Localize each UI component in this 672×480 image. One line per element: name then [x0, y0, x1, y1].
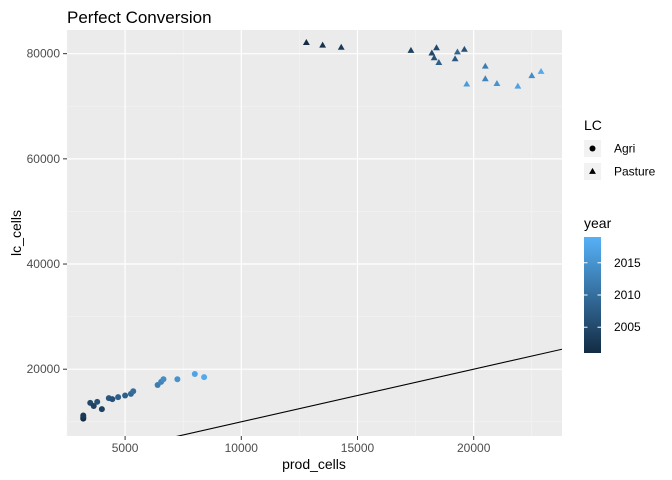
- legend-triangle-icon: [589, 167, 596, 174]
- agri-point: [122, 392, 129, 399]
- pasture-point: [463, 80, 471, 87]
- colorbar: [584, 237, 601, 353]
- pasture-point: [302, 39, 310, 45]
- agri-point: [115, 394, 122, 401]
- y-axis-title: lc_cells: [8, 210, 24, 256]
- x-tick-label: 20000: [457, 441, 491, 455]
- agri-point: [191, 370, 198, 377]
- pasture-point: [451, 55, 459, 62]
- pasture-point: [435, 59, 443, 65]
- y-tick-label: 60000: [27, 152, 61, 166]
- minor-gridlines: [66, 30, 562, 436]
- pasture-point: [337, 43, 345, 50]
- shape-legend-title: LC: [584, 117, 602, 133]
- agri-point: [160, 376, 167, 383]
- agri-point: [94, 398, 101, 405]
- color-legend-title: year: [584, 215, 612, 231]
- agri-point: [90, 403, 97, 410]
- data-points: [80, 39, 545, 422]
- pasture-point: [433, 44, 440, 51]
- pasture-point: [481, 62, 489, 69]
- chart-title: Perfect Conversion: [67, 8, 212, 27]
- agri-point: [201, 374, 208, 381]
- x-tick-label: 10000: [225, 441, 259, 455]
- major-gridlines: [67, 30, 562, 436]
- pasture-point: [319, 41, 327, 48]
- shape-legend: LC Agri Pasture: [584, 117, 656, 180]
- reference-line: [176, 348, 562, 436]
- x-axis-ticks: 5000 10000 15000 20000: [112, 436, 491, 455]
- reference-line-group: [176, 348, 562, 436]
- x-tick-label: 15000: [341, 441, 375, 455]
- color-legend: year 2005 2010 2015: [584, 215, 641, 353]
- legend-circle-icon: [589, 145, 596, 152]
- y-tick-label: 40000: [27, 257, 61, 271]
- pasture-point: [537, 67, 545, 74]
- y-tick-label: 80000: [27, 47, 61, 61]
- pasture-point: [428, 49, 436, 56]
- y-tick-label: 20000: [27, 362, 61, 376]
- pasture-point: [460, 45, 468, 52]
- x-axis-title: prod_cells: [282, 456, 346, 472]
- legend-label: Agri: [614, 142, 635, 156]
- x-tick-label: 5000: [112, 441, 139, 455]
- agri-point: [174, 376, 181, 383]
- pasture-point: [481, 75, 489, 82]
- pasture-point: [430, 54, 438, 61]
- y-axis-ticks: 20000 40000 60000 80000: [27, 47, 67, 376]
- agri-point: [130, 388, 137, 395]
- agri-point: [98, 406, 105, 413]
- plot-panel: [67, 30, 562, 436]
- legend-label: Pasture: [614, 165, 656, 179]
- agri-point: [80, 412, 87, 419]
- pasture-point: [454, 48, 461, 55]
- colorbar-tick-label: 2005: [614, 320, 641, 334]
- colorbar-tick-label: 2015: [614, 256, 641, 270]
- pasture-point: [528, 72, 536, 79]
- colorbar-tick-label: 2010: [614, 288, 641, 302]
- pasture-point: [514, 82, 522, 89]
- agri-point: [109, 396, 116, 403]
- pasture-point: [493, 80, 501, 86]
- pasture-point: [407, 46, 415, 53]
